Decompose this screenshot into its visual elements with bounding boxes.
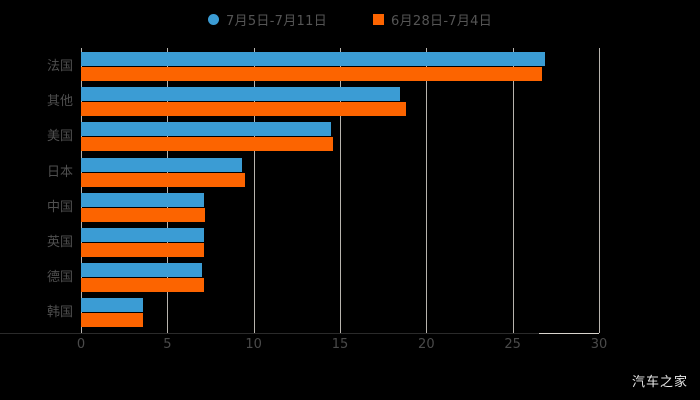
- bar[interactable]: [81, 313, 144, 328]
- bar[interactable]: [81, 122, 332, 137]
- bar-group: [81, 192, 599, 222]
- bar-group: [81, 298, 599, 328]
- x-tick-label-25: 25: [504, 337, 521, 352]
- gridline-25: [512, 48, 514, 333]
- x-tick-label-15: 15: [331, 337, 349, 352]
- x-tick-label-30: 30: [590, 337, 608, 352]
- bar[interactable]: [81, 102, 406, 117]
- bar[interactable]: [81, 263, 202, 278]
- category-label: 法国: [46, 59, 73, 74]
- bar[interactable]: [81, 157, 242, 172]
- bar-group: [81, 263, 599, 293]
- category-label: 德国: [46, 270, 73, 286]
- watermark: 汽车之家: [631, 375, 688, 390]
- plot-area: [81, 48, 600, 334]
- bar[interactable]: [81, 192, 204, 207]
- gridline-30: [599, 48, 600, 333]
- bar-group: [81, 228, 599, 257]
- bar-group: [81, 157, 599, 187]
- gridline-20: [426, 48, 428, 333]
- legend-item-series-1[interactable]: 7月5日-7月11日: [207, 10, 327, 29]
- x-tick-label-5: 5: [163, 337, 172, 352]
- legend-label-series-1: 7月5日-7月11日: [225, 13, 327, 29]
- x-tick-label-20: 20: [418, 337, 435, 352]
- bar[interactable]: [81, 137, 334, 152]
- x-tick-label-10: 10: [245, 337, 262, 352]
- bar[interactable]: [81, 243, 204, 257]
- bar[interactable]: [81, 278, 204, 293]
- gridline-5: [167, 48, 169, 333]
- x-tick-label-0: 0: [76, 337, 86, 352]
- bar[interactable]: [81, 228, 204, 242]
- square-marker-icon: [373, 13, 384, 25]
- category-label: 美国: [46, 129, 73, 145]
- circle-marker-icon: [207, 13, 219, 25]
- bar[interactable]: [81, 87, 401, 102]
- category-label: 韩国: [46, 305, 73, 321]
- bar-group: [81, 52, 599, 81]
- bar[interactable]: [81, 207, 206, 222]
- gridline-0: [81, 48, 82, 333]
- category-label: 中国: [46, 199, 73, 215]
- category-label: 日本: [46, 164, 73, 180]
- bar-group: [81, 122, 599, 152]
- legend-item-series-2[interactable]: 6月28日-7月4日: [373, 10, 492, 29]
- bar[interactable]: [81, 298, 144, 313]
- legend-label-series-2: 6月28日-7月4日: [391, 13, 493, 29]
- bar[interactable]: [81, 172, 246, 187]
- category-label: 英国: [46, 235, 73, 250]
- bar[interactable]: [81, 52, 546, 66]
- x-axis-baseline: [0, 333, 539, 334]
- category-label: 其他: [46, 94, 73, 110]
- gridline-10: [253, 48, 255, 333]
- chart-legend: 7月5日-7月11日 6月28日-7月4日: [0, 8, 700, 30]
- bar[interactable]: [81, 67, 543, 81]
- category-axis-labels: 法国其他美国日本中国英国德国韩国: [0, 48, 73, 333]
- gridline-15: [340, 48, 341, 333]
- bar-group: [81, 87, 599, 117]
